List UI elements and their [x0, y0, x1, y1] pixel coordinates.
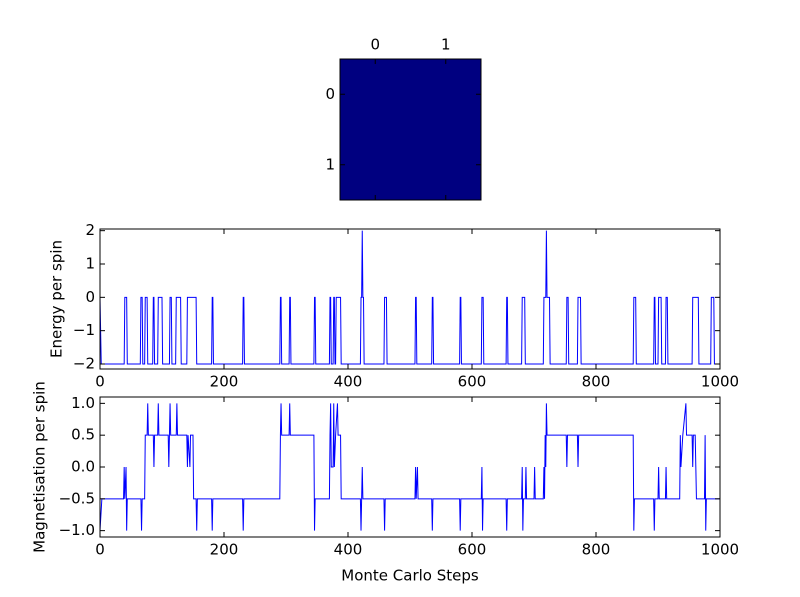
series-line: [99, 230, 720, 365]
x-tick-label: 1: [441, 36, 451, 54]
y-tick-label: 1.0: [71, 394, 95, 412]
x-tick-label: 0: [95, 373, 105, 391]
cell: [410, 129, 481, 200]
y-tick-label: 1: [325, 155, 335, 173]
series-line: [99, 403, 720, 531]
x-tick-label: 400: [334, 541, 363, 559]
x-tick-label: 800: [582, 541, 611, 559]
x-axis-label: Monte Carlo Steps: [341, 567, 479, 585]
y-tick-label: −1.0: [59, 521, 95, 539]
cell: [340, 59, 411, 130]
x-tick-label: 0: [95, 541, 105, 559]
x-tick-label: 600: [458, 541, 487, 559]
y-tick-label: 1: [85, 255, 95, 273]
axes-frame: [339, 58, 482, 201]
x-tick-label: 600: [458, 373, 487, 391]
y-axis-label: Magnetisation per spin: [31, 381, 49, 553]
y-tick-label: 0: [325, 85, 335, 103]
x-tick-label: 1000: [701, 373, 739, 391]
x-tick-label: 1000: [701, 541, 739, 559]
x-tick-label: 0: [370, 36, 380, 54]
x-tick-label: 200: [210, 541, 239, 559]
y-tick-label: 0: [85, 288, 95, 306]
y-tick-label: −0.5: [59, 489, 95, 507]
y-tick-label: −1: [73, 321, 95, 339]
y-axis-label: Energy per spin: [48, 240, 66, 358]
y-tick-label: 2: [85, 221, 95, 239]
x-tick-label: 400: [334, 373, 363, 391]
x-tick-label: 200: [210, 373, 239, 391]
cell: [410, 59, 481, 130]
axes-frame: [99, 228, 721, 370]
cell: [340, 129, 411, 200]
y-tick-label: 0.0: [71, 458, 95, 476]
x-tick-label: 800: [582, 373, 611, 391]
y-tick-label: 0.5: [71, 426, 95, 444]
y-tick-label: −2: [73, 355, 95, 373]
